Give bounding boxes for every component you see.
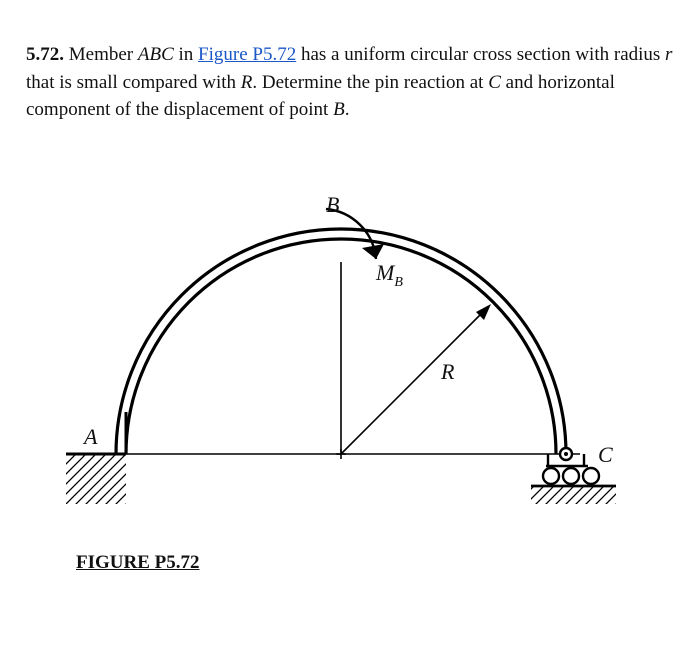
label-A: A [82, 424, 98, 449]
figure-svg: A B C R MB [36, 154, 656, 524]
problem-number: 5.72. [26, 44, 64, 65]
label-R: R [440, 359, 455, 384]
radius-R [341, 304, 491, 454]
label-B: B [326, 192, 339, 217]
label-MB: MB [375, 260, 403, 290]
figure-caption: FIGURE P5.72 [76, 552, 674, 574]
figure-link[interactable]: Figure P5.72 [198, 44, 296, 65]
label-C: C [598, 442, 613, 467]
figure: A B C R MB [36, 154, 656, 524]
problem-statement: 5.72. Member ABC in Figure P5.72 has a u… [26, 41, 674, 124]
